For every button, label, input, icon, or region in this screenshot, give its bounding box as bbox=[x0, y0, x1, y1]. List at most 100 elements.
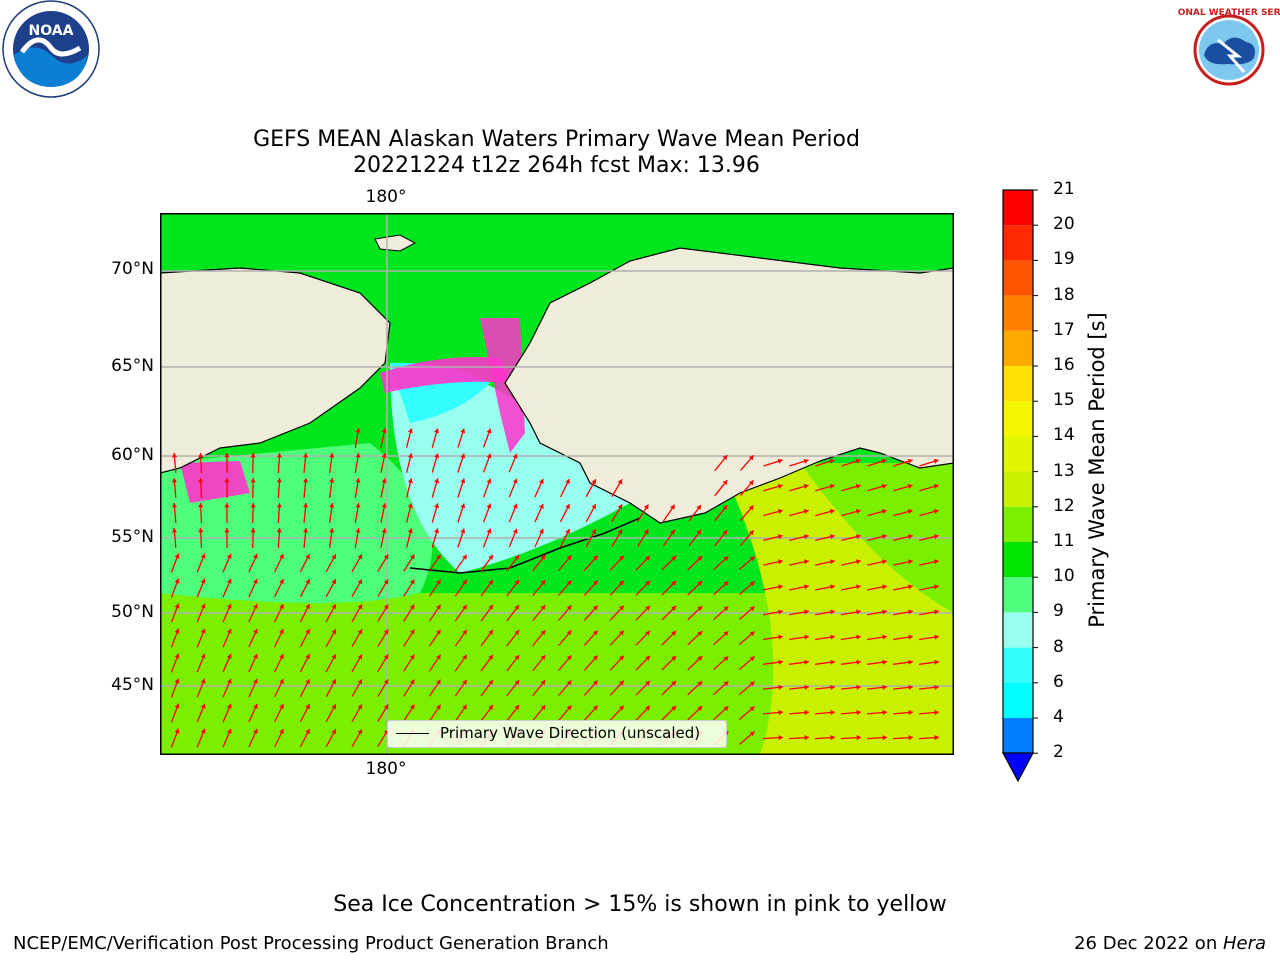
colorbar-segment bbox=[1003, 401, 1033, 437]
colorbar-label: Primary Wave Mean Period [s] bbox=[1085, 312, 1109, 628]
wave-arrow-head bbox=[381, 428, 387, 433]
wave-arrow-head bbox=[749, 556, 755, 562]
wave-arrow-head bbox=[514, 630, 520, 636]
noaa-logo-text: NOAA bbox=[29, 23, 74, 39]
wave-arrow-head bbox=[830, 659, 835, 665]
wave-arrow-head bbox=[174, 703, 180, 709]
wave-arrow-head bbox=[250, 478, 256, 483]
wave-arrow-head bbox=[381, 503, 387, 508]
wave-arrow-head bbox=[331, 704, 336, 710]
wave-arrow-head bbox=[618, 605, 624, 611]
wave-arrow-head bbox=[226, 578, 232, 584]
wave-arrow-head bbox=[565, 504, 570, 510]
wave-arrow-head bbox=[540, 705, 546, 711]
wave-arrow-head bbox=[305, 729, 310, 735]
wave-arrow-head bbox=[697, 631, 703, 636]
wave-arrow-head bbox=[381, 453, 387, 458]
wave-arrow-head bbox=[407, 478, 413, 484]
wave-arrow-head bbox=[934, 684, 939, 690]
wave-arrow-head bbox=[305, 604, 310, 610]
colorbar-segment bbox=[1003, 682, 1033, 718]
wave-arrow-head bbox=[617, 529, 623, 535]
wave-arrow-head bbox=[671, 580, 677, 586]
wave-arrow-head bbox=[226, 653, 232, 659]
wave-arrow-head bbox=[778, 735, 783, 741]
wave-arrow-head bbox=[540, 555, 546, 561]
wave-arrow-head bbox=[777, 509, 783, 515]
colorbar-segment bbox=[1003, 330, 1033, 366]
wave-arrow-head bbox=[200, 553, 206, 559]
wave-arrow-head bbox=[279, 604, 284, 609]
wave-arrow-head bbox=[407, 503, 413, 509]
wave-arrow-head bbox=[276, 528, 282, 533]
wave-arrow-head bbox=[226, 553, 232, 559]
wave-arrow-head bbox=[540, 630, 546, 636]
wave-arrow-head bbox=[436, 704, 441, 710]
wave-arrow-head bbox=[723, 556, 729, 562]
wave-arrow-head bbox=[253, 653, 258, 659]
wave-arrow-head bbox=[514, 605, 520, 611]
map-legend: Primary Wave Direction (unscaled) bbox=[387, 720, 727, 748]
wave-arrow-head bbox=[486, 503, 492, 509]
wave-arrow-head bbox=[331, 679, 336, 685]
wave-arrow-head bbox=[829, 483, 835, 489]
wave-arrow-head bbox=[804, 584, 809, 590]
wave-arrow-head bbox=[566, 580, 572, 586]
wave-arrow-head bbox=[566, 655, 572, 661]
wave-arrow-head bbox=[829, 458, 835, 464]
wave-arrow-head bbox=[723, 706, 729, 712]
wave-arrow-head bbox=[253, 728, 258, 734]
wave-arrow-head bbox=[539, 503, 544, 509]
colorbar-tick-label: 21 bbox=[1053, 179, 1075, 199]
wave-arrow-head bbox=[200, 628, 206, 634]
wave-arrow-head bbox=[460, 528, 466, 534]
map-border bbox=[160, 213, 954, 755]
wave-arrow-head bbox=[804, 609, 809, 615]
wave-arrow-head bbox=[250, 503, 256, 508]
wave-arrow-head bbox=[253, 678, 258, 684]
colorbar-extend-arrow bbox=[1001, 752, 1035, 783]
wave-arrow-head bbox=[409, 604, 415, 610]
wave-arrow-head bbox=[671, 705, 677, 711]
wave-arrow-head bbox=[856, 584, 861, 590]
wave-arrow-head bbox=[882, 634, 887, 640]
wave-arrow-head bbox=[830, 684, 835, 690]
wave-arrow-head bbox=[279, 729, 284, 734]
wave-arrow-head bbox=[804, 559, 809, 565]
wave-arrow-head bbox=[803, 458, 809, 464]
wave-arrow-head bbox=[355, 428, 361, 433]
colorbar-tick-label: 6 bbox=[1053, 671, 1064, 692]
wave-arrow-head bbox=[436, 554, 441, 560]
svg-text:NATIONAL WEATHER SERVICE: NATIONAL WEATHER SERVICE bbox=[1178, 8, 1280, 18]
wave-arrow-head bbox=[305, 629, 310, 635]
wave-arrow-head bbox=[460, 453, 466, 459]
wave-arrow-head bbox=[908, 584, 913, 590]
wave-arrow-head bbox=[171, 478, 178, 483]
colorbar-tick-label: 17 bbox=[1053, 319, 1075, 340]
wave-arrow-head bbox=[723, 656, 729, 662]
wave-arrow-head bbox=[804, 659, 809, 665]
wave-arrow-head bbox=[749, 606, 755, 612]
wave-arrow-head bbox=[174, 578, 180, 584]
wave-arrow-head bbox=[436, 629, 441, 635]
wave-arrow-head bbox=[670, 504, 675, 510]
colorbar-tick-label: 2 bbox=[1053, 742, 1064, 763]
wave-arrow-head bbox=[174, 603, 180, 609]
wave-arrow-head bbox=[200, 703, 206, 709]
wave-arrow-head bbox=[383, 704, 389, 710]
wave-arrow-head bbox=[486, 478, 492, 484]
noaa-logo: NOAA bbox=[2, 0, 100, 98]
wave-arrow-head bbox=[697, 706, 703, 711]
wave-arrow-head bbox=[645, 655, 650, 661]
wave-arrow-head bbox=[253, 628, 258, 634]
wave-arrow-head bbox=[302, 503, 309, 508]
wave-arrow-head bbox=[250, 453, 256, 458]
wave-arrow-head bbox=[723, 631, 729, 637]
wave-arrow-head bbox=[617, 504, 623, 510]
wave-arrow-head bbox=[778, 559, 783, 565]
wave-arrow-head bbox=[591, 479, 596, 485]
wave-arrow-head bbox=[697, 556, 703, 561]
wave-arrow-head bbox=[434, 428, 440, 434]
wave-arrow-head bbox=[934, 609, 939, 615]
wave-arrow-head bbox=[305, 554, 310, 560]
